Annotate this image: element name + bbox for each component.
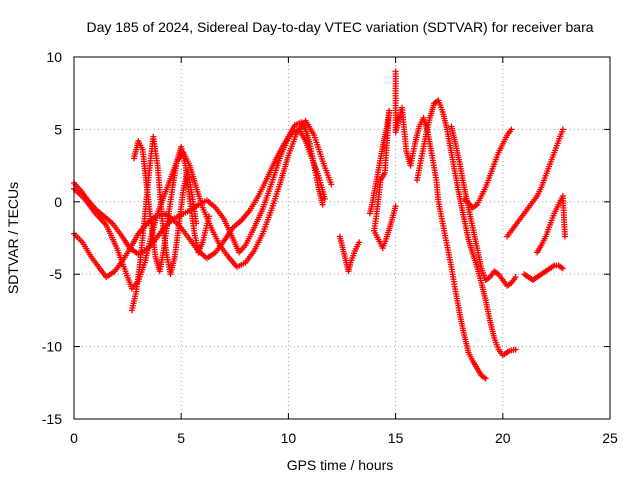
y-tick-label: -15 [42, 411, 62, 427]
data-point-marker [319, 201, 326, 208]
y-tick-label: -5 [50, 266, 63, 282]
data-point-marker [392, 203, 399, 210]
x-tick-label: 10 [281, 430, 297, 446]
x-axis-label: GPS time / hours [287, 457, 394, 473]
data-point-marker [464, 198, 471, 205]
y-tick-label: 10 [46, 49, 62, 65]
data-point-marker [512, 346, 519, 353]
axis-ticks: 0 5 10 15 20 25 -15 -10 -5 0 5 10 [42, 49, 618, 446]
x-tick-label: 20 [495, 430, 511, 446]
plot-frame [73, 56, 611, 420]
y-tick-label: 0 [54, 194, 62, 210]
data-point-marker [559, 126, 566, 133]
data-point-marker [482, 375, 489, 382]
y-tick-label: 5 [54, 121, 62, 137]
data-points [71, 68, 568, 382]
x-tick-label: 25 [602, 430, 618, 446]
grid-lines [74, 57, 610, 419]
x-tick-label: 0 [70, 430, 78, 446]
x-tick-label: 15 [388, 430, 404, 446]
data-point-marker [508, 126, 515, 133]
data-point-marker [328, 181, 335, 188]
y-tick-label: -10 [42, 339, 62, 355]
chart-title: Day 185 of 2024, Sidereal Day-to-day VTE… [86, 19, 593, 35]
data-point-marker [206, 213, 213, 220]
data-point-marker [356, 239, 363, 246]
data-point-marker [321, 195, 328, 202]
data-point-marker [512, 274, 519, 281]
y-axis-label: SDTVAR / TECUs [5, 182, 21, 294]
data-point-marker [559, 265, 566, 272]
x-tick-label: 5 [177, 430, 185, 446]
data-point-marker [561, 233, 568, 240]
